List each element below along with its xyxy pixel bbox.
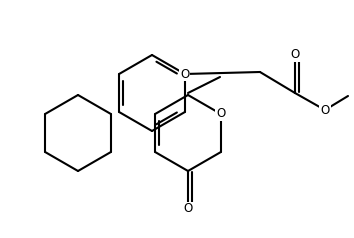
Text: O: O bbox=[180, 68, 189, 80]
Text: O: O bbox=[216, 108, 225, 120]
Text: O: O bbox=[290, 49, 299, 61]
Text: O: O bbox=[320, 104, 330, 116]
Text: O: O bbox=[183, 203, 193, 215]
